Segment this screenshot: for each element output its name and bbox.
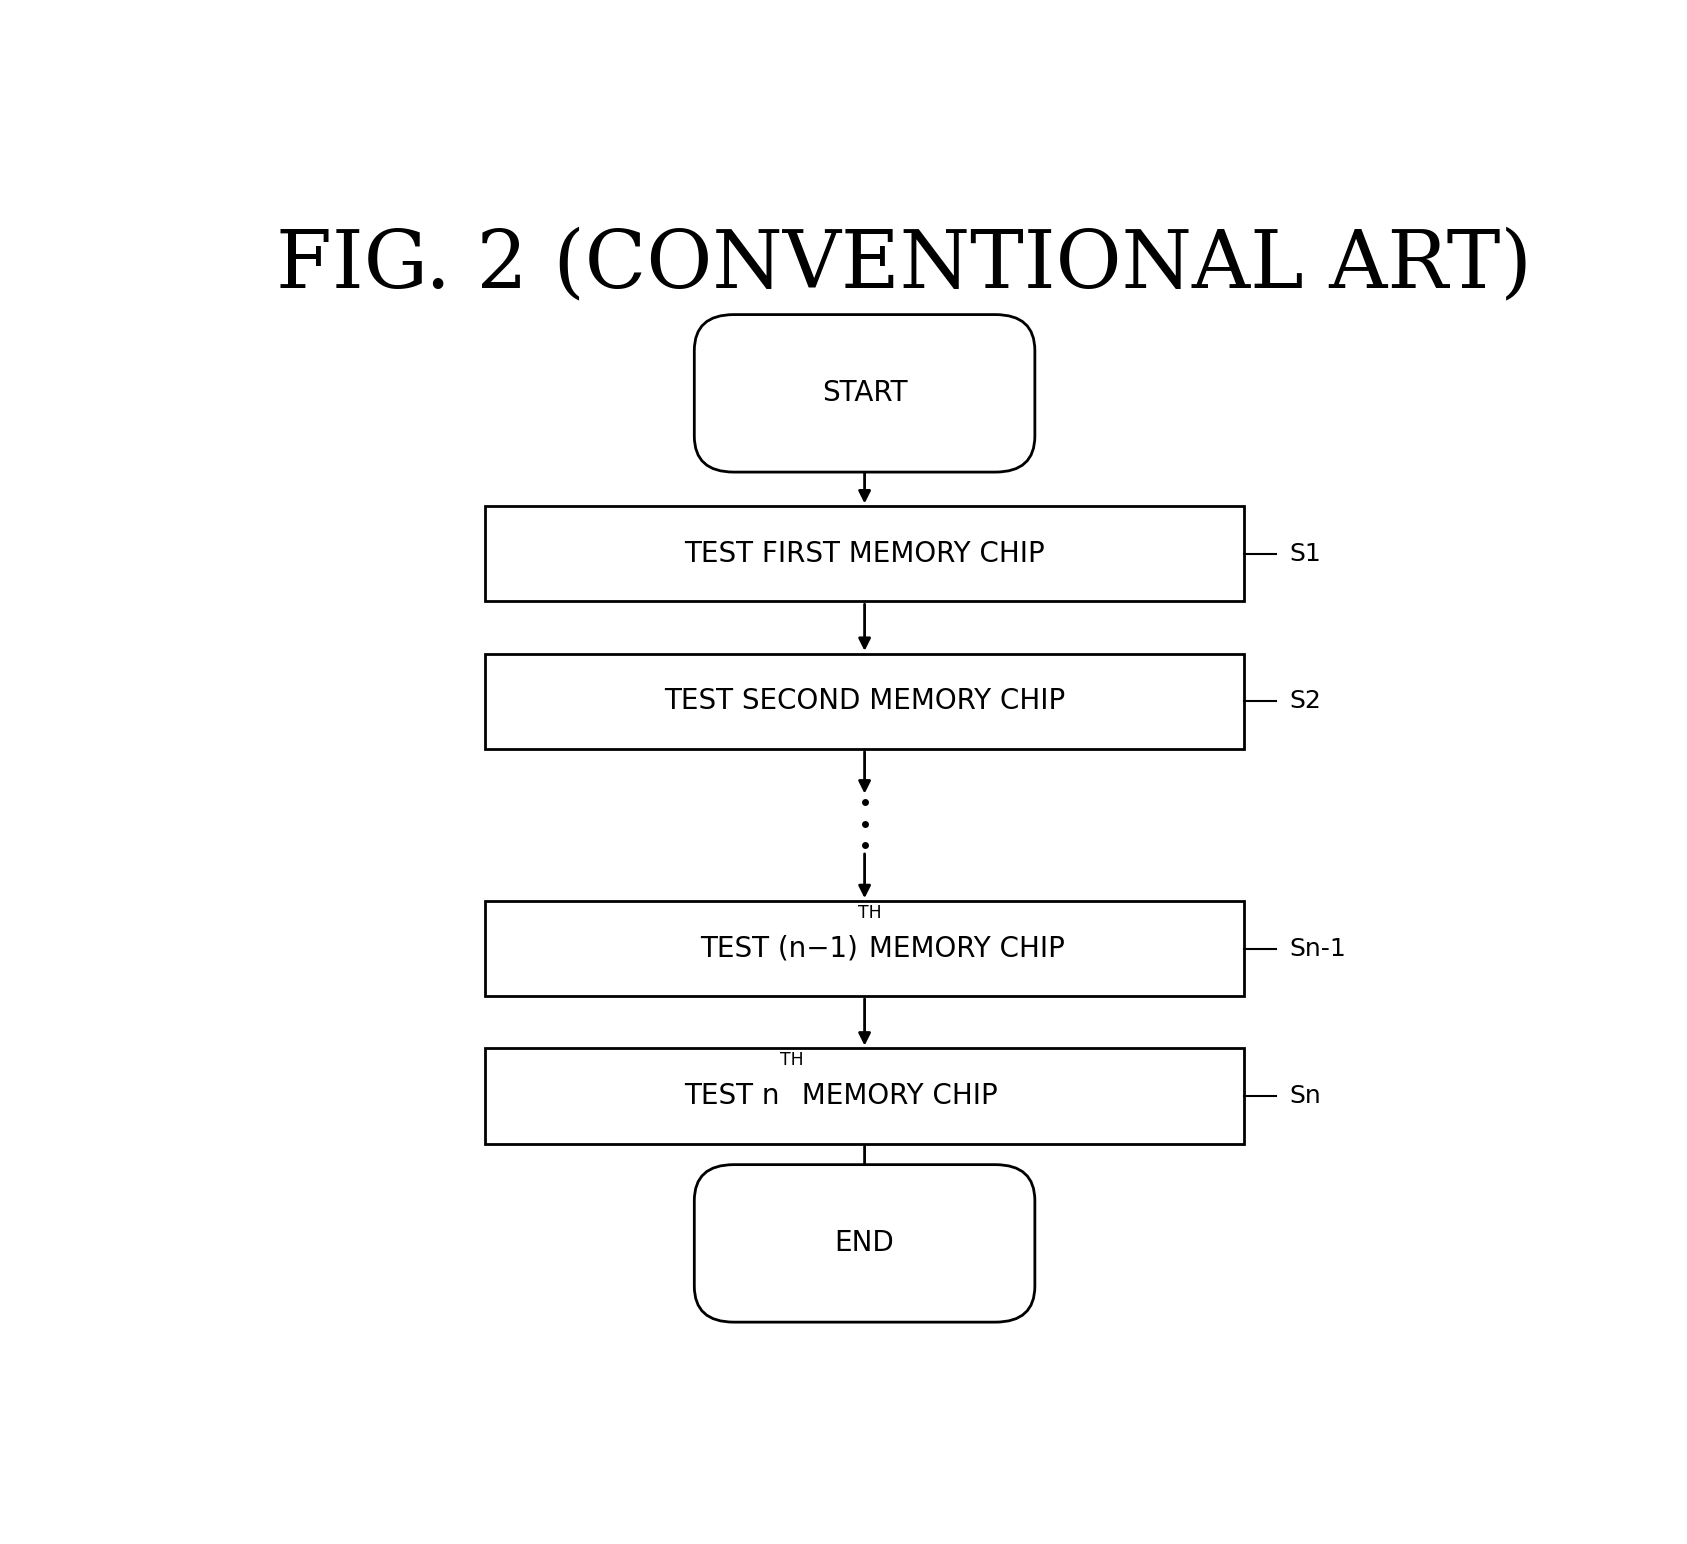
Text: Sn-1: Sn-1 [1289, 937, 1346, 960]
Text: TH: TH [779, 1051, 803, 1070]
FancyBboxPatch shape [695, 315, 1034, 472]
Text: Sn: Sn [1289, 1084, 1321, 1109]
Text: S1: S1 [1289, 542, 1321, 565]
Bar [486, 506, 1243, 602]
Text: MEMORY CHIP: MEMORY CHIP [784, 1082, 997, 1110]
Bar [486, 653, 1243, 749]
Text: TEST SECOND MEMORY CHIP: TEST SECOND MEMORY CHIP [665, 687, 1064, 715]
Text: END: END [835, 1229, 894, 1257]
Text: TH: TH [859, 903, 882, 922]
Text: S2: S2 [1289, 689, 1321, 713]
Bar [486, 1048, 1243, 1144]
Text: TEST n: TEST n [685, 1082, 779, 1110]
Bar [486, 902, 1243, 996]
Text: FIG. 2 (CONVENTIONAL ART): FIG. 2 (CONVENTIONAL ART) [277, 227, 1532, 304]
Text: TEST FIRST MEMORY CHIP: TEST FIRST MEMORY CHIP [685, 540, 1044, 568]
Text: MEMORY CHIP: MEMORY CHIP [860, 934, 1064, 962]
FancyBboxPatch shape [695, 1164, 1034, 1322]
Text: START: START [822, 380, 908, 408]
Text: TEST (n−1): TEST (n−1) [700, 934, 859, 962]
